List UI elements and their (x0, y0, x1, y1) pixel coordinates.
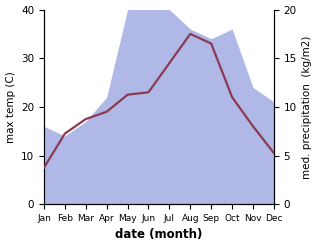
Y-axis label: med. precipitation  (kg/m2): med. precipitation (kg/m2) (302, 35, 313, 179)
X-axis label: date (month): date (month) (115, 228, 203, 242)
Y-axis label: max temp (C): max temp (C) (5, 71, 16, 143)
